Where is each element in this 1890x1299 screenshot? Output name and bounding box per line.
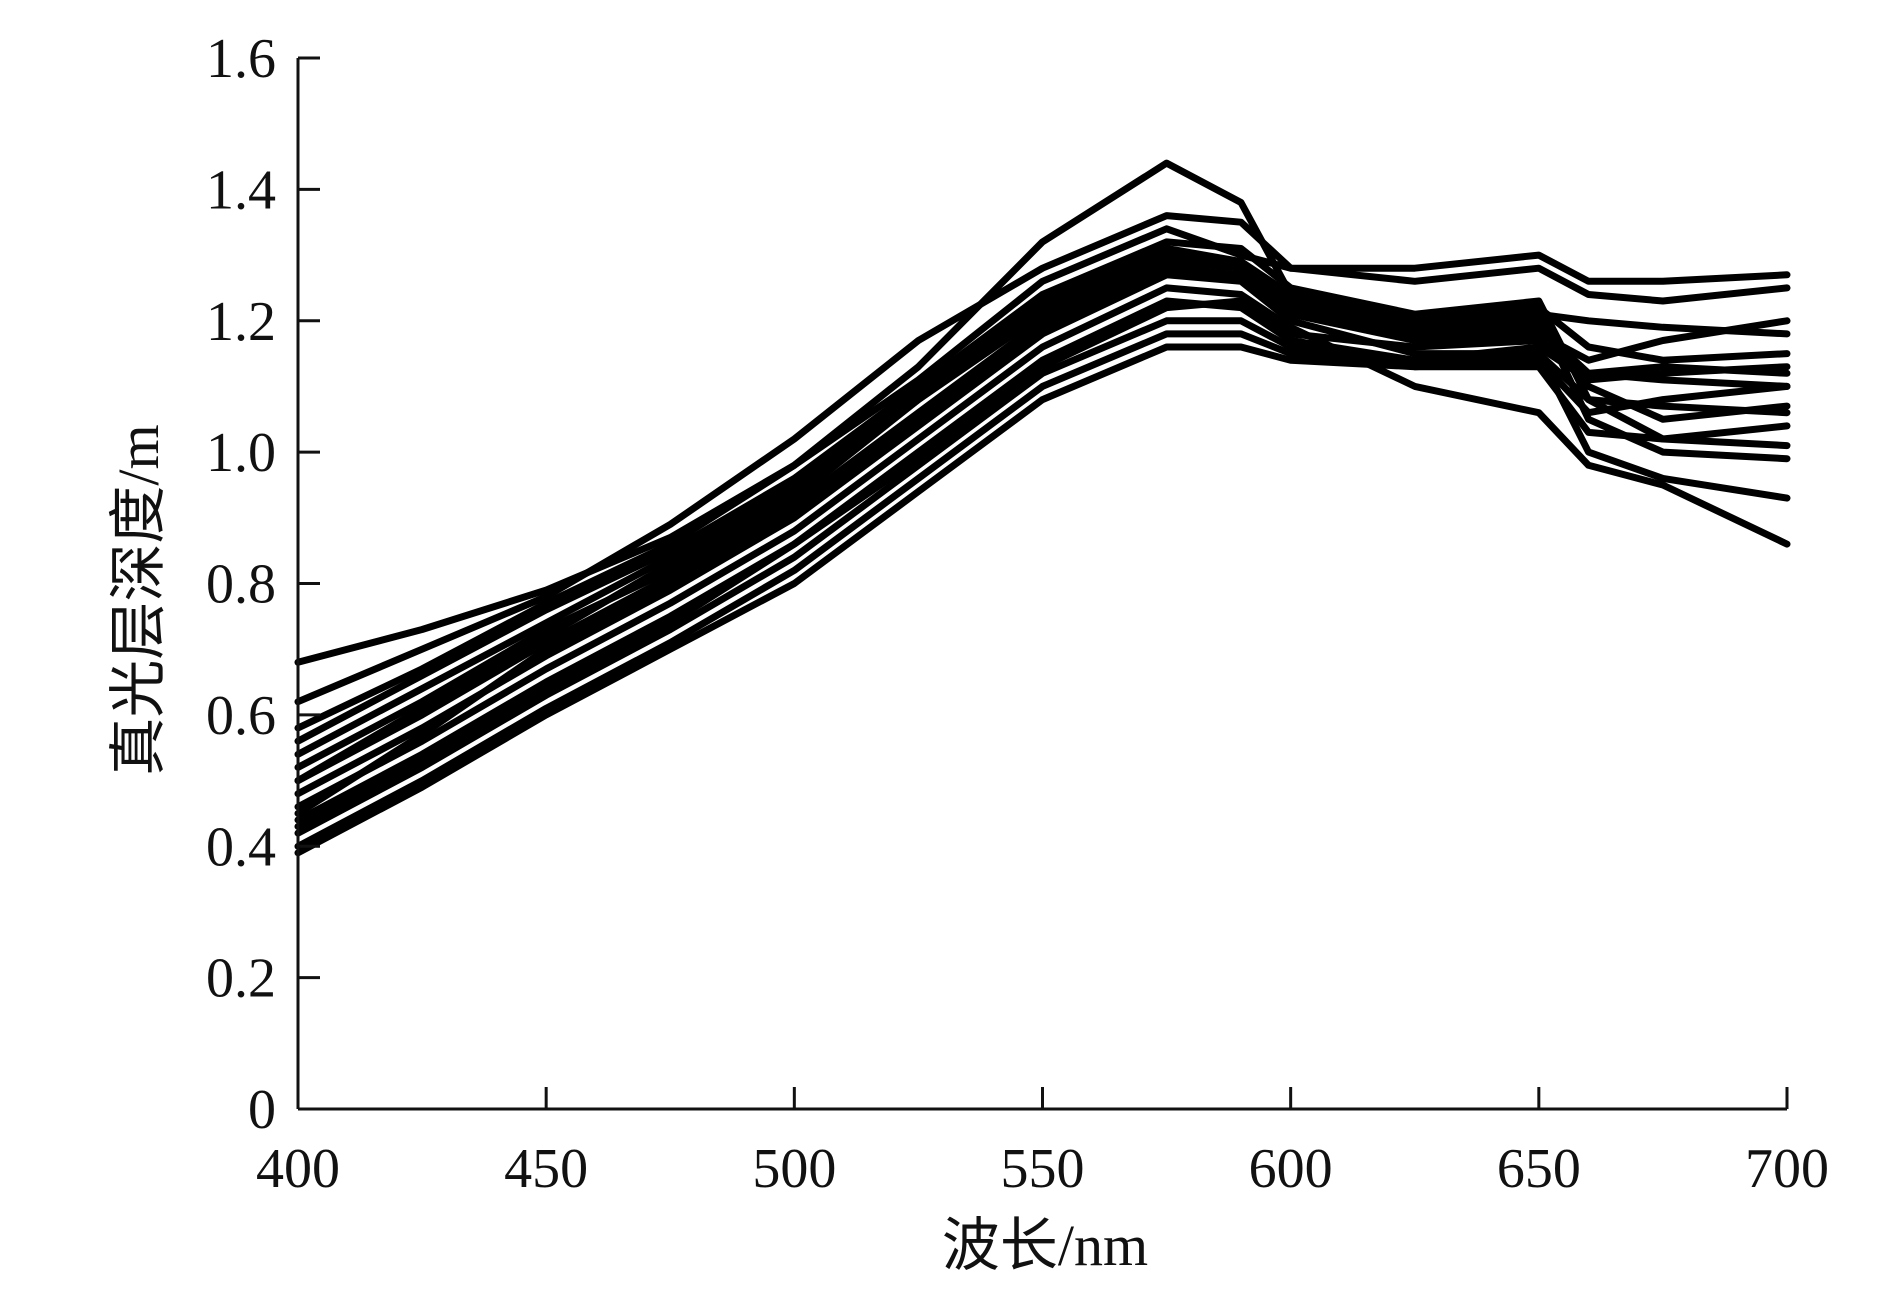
series-line-10 (294, 297, 1791, 824)
series-line-13 (294, 343, 1791, 857)
y-tick-label: 0.2 (206, 948, 276, 1010)
y-tick-label: 0.4 (206, 816, 276, 878)
y-tick-label: 1.2 (206, 291, 276, 353)
series-line-14 (294, 271, 1791, 817)
x-tick-label: 650 (1497, 1138, 1581, 1200)
series-line-3 (294, 225, 1791, 732)
series-line-2 (294, 212, 1791, 706)
x-tick-label: 700 (1745, 1138, 1829, 1200)
series-line-9 (294, 284, 1791, 811)
x-tick-label: 400 (256, 1138, 340, 1200)
y-tick-label: 0.8 (206, 554, 276, 616)
series-line-12 (294, 330, 1791, 850)
series-line-16 (294, 297, 1791, 830)
series-line-5 (294, 245, 1791, 758)
y-tick-label: 0.6 (206, 685, 276, 747)
series-line-11 (294, 317, 1791, 837)
series-line-7 (294, 264, 1791, 785)
x-tick-label: 600 (1249, 1138, 1333, 1200)
series-lines-layer (294, 159, 1791, 857)
axes-layer (296, 58, 1787, 1111)
ticks-layer: 400 450 500 550 600 650 700 0 0.2 0.4 0.6 0.8 1.0 1.2… (206, 28, 1829, 1200)
y-tick-label: 1.6 (206, 28, 276, 90)
y-tick-label: 0 (248, 1079, 276, 1141)
x-tick-label: 450 (504, 1138, 588, 1200)
y-axis-title: 真光层深度/m (106, 424, 171, 775)
y-tick-label: 1.4 (206, 159, 276, 221)
series-line-1 (294, 159, 1791, 666)
x-tick-label: 550 (1001, 1138, 1085, 1200)
x-axis-title: 波长/nm (942, 1213, 1148, 1278)
y-tick-label: 1.0 (206, 422, 276, 484)
x-tick-label: 500 (752, 1138, 836, 1200)
